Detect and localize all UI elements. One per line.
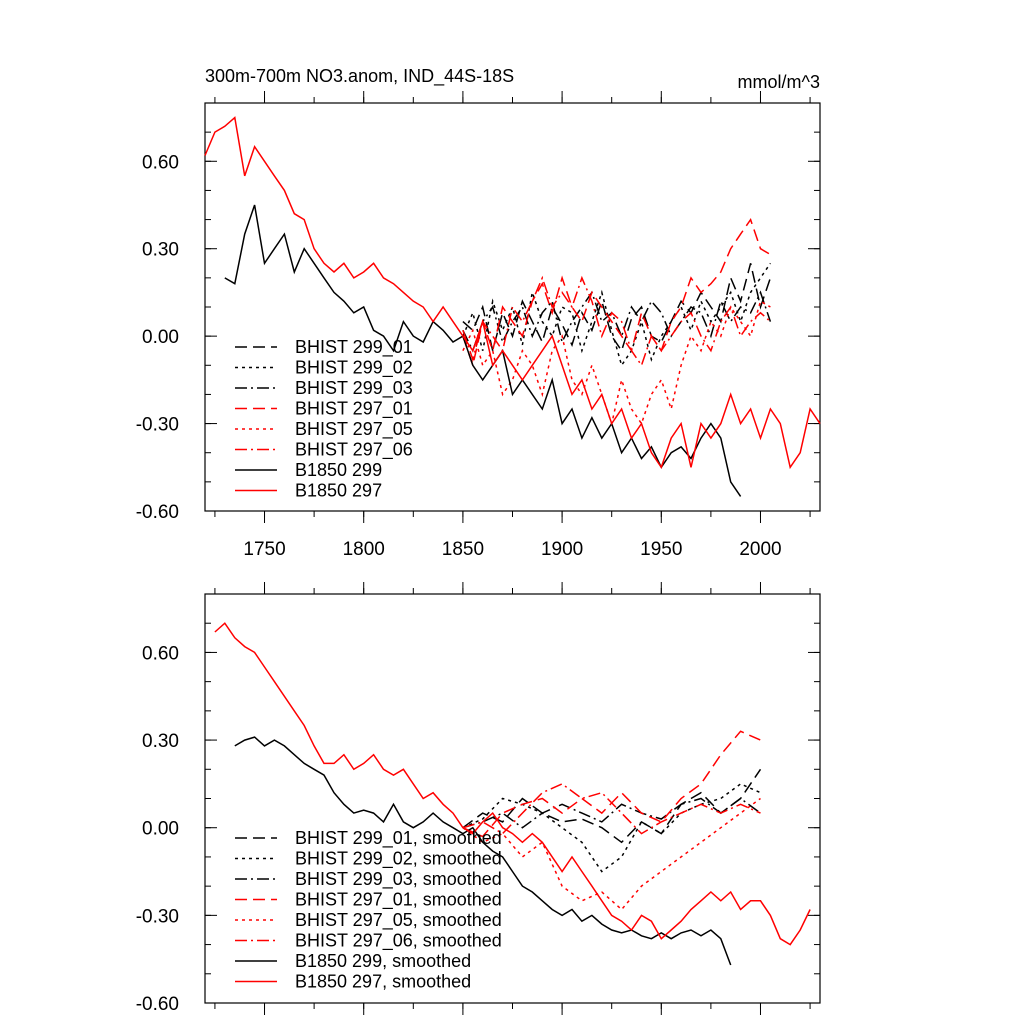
legend-label: B1850 299	[295, 460, 382, 480]
legend-label: BHIST 297_05	[295, 419, 413, 440]
x-tick-label: 1950	[640, 539, 682, 560]
top-panel: -0.60 -0.30 0.00 0.30 0.60 1750 1800 1850 1900 19…	[136, 91, 821, 560]
series-line-2	[462, 290, 772, 353]
y-tick-label: 0.00	[142, 819, 179, 840]
legend-label: B1850 297	[295, 481, 382, 501]
series-line-0	[462, 768, 762, 844]
legend-label: BHIST 297_01	[295, 399, 413, 420]
x-tick-label: 1900	[541, 539, 583, 560]
y-tick-label: 0.30	[142, 240, 179, 261]
x-tick-label: 1800	[343, 539, 385, 560]
legend-label: BHIST 299_03	[295, 378, 413, 399]
x-tick-label: 1750	[243, 539, 285, 560]
legend-label: BHIST 297_06	[295, 440, 413, 461]
legend-label: BHIST 297_05, smoothed	[295, 910, 502, 931]
y-tick-label: 0.60	[142, 643, 179, 664]
y-tick-label: -0.30	[136, 906, 179, 927]
y-tick-label: 0.30	[142, 731, 179, 752]
bottom-panel: -0.60 -0.30 0.00 0.30 0.60 BHIST 299_01, smoo…	[136, 582, 821, 1015]
legend-label: BHIST 299_01	[295, 337, 413, 358]
series-line-5	[462, 783, 761, 835]
legend-label: BHIST 299_02	[295, 358, 413, 379]
legend-label: BHIST 299_02, smoothed	[295, 849, 502, 870]
x-tick-label: 2000	[739, 539, 781, 560]
series-line-1	[462, 783, 761, 873]
y-tick-label: -0.30	[136, 415, 179, 436]
series-line-7	[214, 622, 811, 946]
series-line-3	[462, 217, 771, 369]
series-line-1	[462, 262, 772, 368]
legend-label: B1850 297, smoothed	[295, 972, 471, 992]
y-tick-label: 0.00	[142, 327, 179, 348]
series-line-3	[462, 730, 761, 838]
legend-label: BHIST 299_03, smoothed	[295, 869, 502, 890]
series-line-6	[224, 204, 742, 497]
series-line-2	[462, 797, 761, 829]
legend-label: B1850 299, smoothed	[295, 951, 471, 971]
x-tick-label: 1850	[442, 539, 484, 560]
series-line-7	[204, 116, 821, 470]
series-line-6	[234, 736, 732, 966]
units-label: mmol/m^3	[738, 72, 820, 92]
y-tick-label: -0.60	[136, 502, 179, 523]
y-tick-label: 0.60	[142, 152, 179, 173]
series-line-5	[462, 275, 771, 367]
legend-label: BHIST 297_01, smoothed	[295, 890, 502, 911]
legend-label: BHIST 297_06, smoothed	[295, 931, 502, 952]
chart-title: 300m-700m NO3.anom, IND_44S-18S	[205, 66, 514, 87]
series-line-0	[462, 263, 772, 353]
y-tick-label: -0.60	[136, 994, 179, 1015]
legend-label: BHIST 299_01, smoothed	[295, 828, 502, 849]
